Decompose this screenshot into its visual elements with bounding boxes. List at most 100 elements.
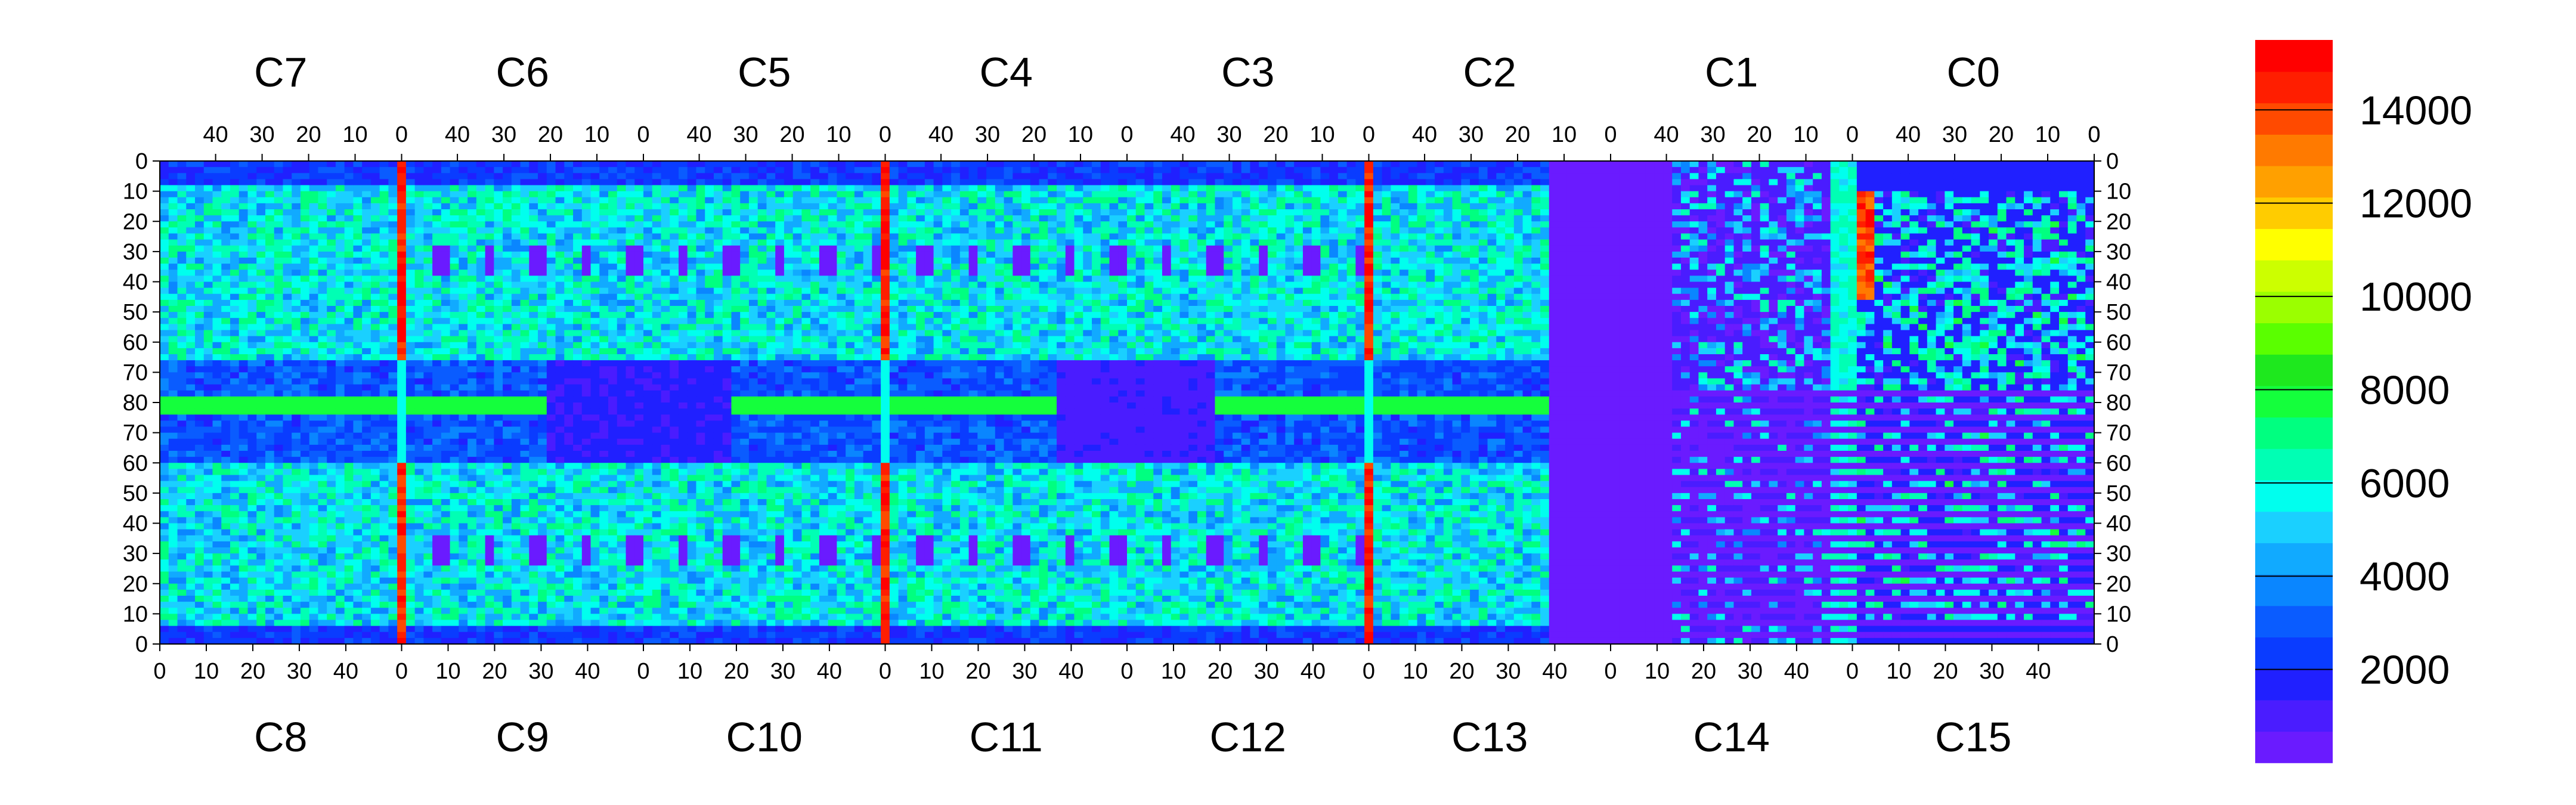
heatmap-cell — [353, 281, 363, 289]
heatmap-cell — [1285, 161, 1295, 168]
heatmap-cell — [757, 233, 767, 240]
heatmap-cell — [881, 264, 890, 270]
heatmap-cell — [1742, 251, 1752, 258]
heatmap-cell — [388, 197, 398, 204]
heatmap-cell — [239, 221, 249, 228]
heatmap-cell — [1294, 191, 1304, 198]
heatmap-cell — [1346, 185, 1356, 192]
heatmap-cell — [177, 173, 187, 179]
heatmap-cell — [370, 191, 380, 198]
heatmap-cell — [2041, 167, 2051, 174]
heatmap-cell — [854, 179, 864, 186]
heatmap-cell — [1100, 258, 1110, 264]
heatmap-cell — [757, 287, 767, 295]
heatmap-cell — [1848, 287, 1857, 295]
heatmap-cell — [1751, 197, 1761, 204]
heatmap-cell — [959, 209, 970, 216]
heatmap-cell — [828, 191, 837, 198]
heatmap-cell — [520, 270, 530, 276]
heatmap-cell — [696, 264, 705, 270]
heatmap-cell — [283, 233, 292, 240]
heatmap-cell — [1742, 197, 1752, 204]
heatmap-cell — [1918, 203, 1928, 210]
heatmap-cell — [1689, 203, 1699, 210]
heatmap-cell — [792, 197, 803, 204]
heatmap-cell — [1135, 245, 1145, 252]
heatmap-cell — [608, 251, 618, 258]
heatmap-cell — [1628, 258, 1637, 264]
heatmap-cell — [1470, 233, 1479, 240]
heatmap-cell — [450, 185, 459, 192]
heatmap-cell — [362, 275, 371, 283]
heatmap-cell — [327, 215, 336, 222]
heatmap-cell — [1566, 203, 1576, 210]
heatmap-cell — [1865, 264, 1875, 270]
heatmap-cell — [1637, 258, 1646, 264]
heatmap-cell — [1435, 258, 1444, 264]
heatmap-cell — [292, 197, 301, 204]
heatmap-cell — [801, 209, 811, 216]
heatmap-cell — [1021, 227, 1031, 234]
heatmap-cell — [335, 270, 345, 276]
heatmap-cell — [1391, 203, 1400, 210]
heatmap-cell — [1531, 185, 1541, 192]
heatmap-cell — [1680, 191, 1690, 198]
heatmap-cell — [1698, 179, 1708, 186]
heatmap-cell — [819, 227, 829, 234]
heatmap-cell — [353, 215, 363, 222]
heatmap-cell — [626, 264, 635, 270]
heatmap-cell — [177, 209, 187, 216]
heatmap-cell — [924, 251, 934, 258]
heatmap-cell — [1267, 221, 1277, 228]
heatmap-cell — [485, 173, 494, 179]
heatmap-cell — [344, 209, 354, 216]
heatmap-cell — [1575, 179, 1585, 186]
heatmap-cell — [792, 264, 803, 270]
heatmap-cell — [1593, 179, 1602, 186]
heatmap-cell — [467, 287, 477, 295]
heatmap-cell — [819, 161, 829, 168]
heatmap-cell — [599, 258, 609, 264]
heatmap-cell — [617, 173, 627, 179]
heatmap-cell — [854, 227, 864, 234]
heatmap-cell — [2024, 264, 2033, 270]
heatmap-cell — [1355, 209, 1365, 216]
heatmap-cell — [300, 270, 310, 276]
heatmap-cell — [265, 197, 275, 204]
heatmap-cell — [1373, 203, 1383, 210]
heatmap-cell — [1197, 245, 1207, 252]
heatmap-cell — [933, 161, 943, 168]
heatmap-cell — [1426, 270, 1435, 276]
heatmap-cell — [1900, 275, 1910, 283]
heatmap-cell — [784, 191, 794, 198]
heatmap-cell — [467, 281, 477, 289]
heatmap-cell — [581, 215, 592, 222]
heatmap-cell — [265, 264, 275, 270]
heatmap-cell — [1478, 258, 1488, 264]
heatmap-cell — [573, 281, 583, 289]
heatmap-cell — [1276, 191, 1286, 198]
heatmap-cell — [1109, 281, 1119, 289]
heatmap-cell — [546, 258, 556, 264]
heatmap-cell — [2041, 161, 2051, 168]
heatmap-cell — [2006, 270, 2015, 276]
heatmap-cell — [722, 215, 732, 222]
heatmap-cell — [1619, 227, 1629, 234]
heatmap-cell — [459, 270, 468, 276]
heatmap-cell — [696, 167, 705, 174]
heatmap-cell — [1619, 233, 1629, 240]
heatmap-cell — [459, 179, 468, 186]
heatmap-cell — [370, 179, 380, 186]
heatmap-cell — [1426, 239, 1435, 246]
heatmap-cell — [239, 191, 249, 198]
heatmap-cell — [1443, 191, 1453, 198]
heatmap-cell — [846, 245, 855, 252]
heatmap-cell — [1980, 167, 1989, 174]
heatmap-cell — [1645, 197, 1655, 204]
heatmap-cell — [661, 270, 670, 276]
heatmap-cell — [1707, 258, 1717, 264]
heatmap-cell — [792, 258, 803, 264]
heatmap-cell — [1144, 287, 1154, 295]
heatmap-cell — [212, 293, 222, 301]
heatmap-cell — [1505, 233, 1515, 240]
